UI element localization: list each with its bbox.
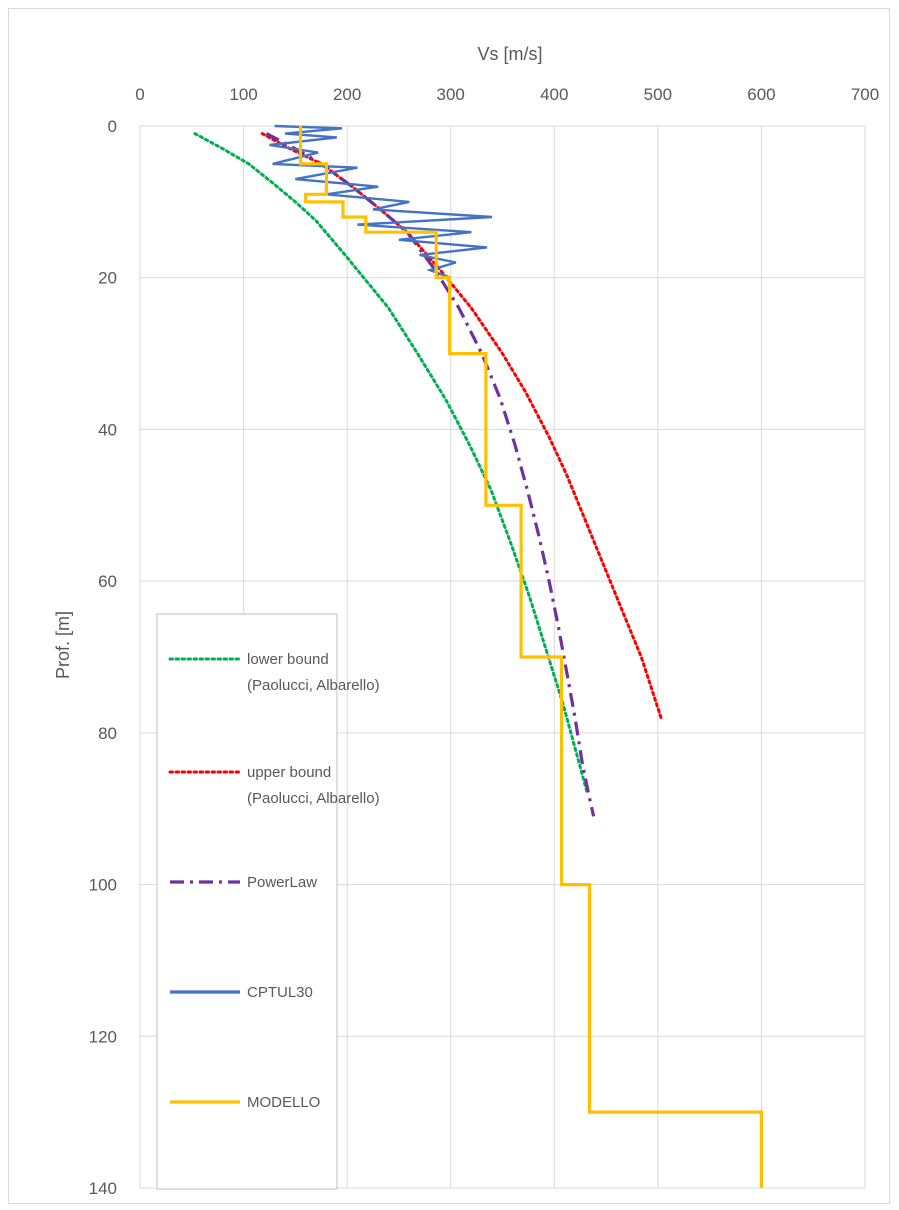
x-tick-label: 700 [851,85,879,104]
series-layer [193,124,764,1188]
y-tick-label: 100 [89,876,117,895]
y-tick-label: 140 [89,1179,117,1198]
legend-label-cptul30: CPTUL30 [247,984,313,1001]
x-tick-label: 400 [540,85,568,104]
y-axis-title: Prof. [m] [53,611,73,679]
legend-label-powerlaw: PowerLaw [247,874,317,891]
legend-box [156,613,338,1190]
x-tick-label: 600 [747,85,775,104]
x-tick-label: 0 [135,85,144,104]
legend-label-lower-bound: lower bound (Paolucci, Albarello) [247,651,380,694]
y-tick-label: 80 [98,724,117,743]
x-tick-label: 200 [333,85,361,104]
y-tick-label: 0 [108,117,117,136]
y-tick-label: 40 [98,420,117,439]
y-tick-label: 60 [98,572,117,591]
legend: lower bound (Paolucci, Albarello) upper bo… [156,613,380,1190]
y-tick-label: 20 [98,269,117,288]
legend-items: lower bound (Paolucci, Albarello) upper bo… [168,651,380,1111]
legend-label-modello: MODELLO [247,1094,320,1111]
y-tick-label: 120 [89,1027,117,1046]
series-line-cptul30 [269,124,493,279]
legend-label-upper-bound: upper bound (Paolucci, Albarello) [247,764,380,807]
x-axis-title: Vs [m/s] [477,44,542,64]
x-tick-label: 500 [644,85,672,104]
series-line-modello [298,126,764,1188]
ticks-layer: 0 100 200 300 400 500 600 700 0 20 40 60 80 100 120 140 [89,85,880,1198]
x-tick-label: 100 [229,85,257,104]
chart-frame [8,8,890,1204]
x-tick-label: 300 [437,85,465,104]
